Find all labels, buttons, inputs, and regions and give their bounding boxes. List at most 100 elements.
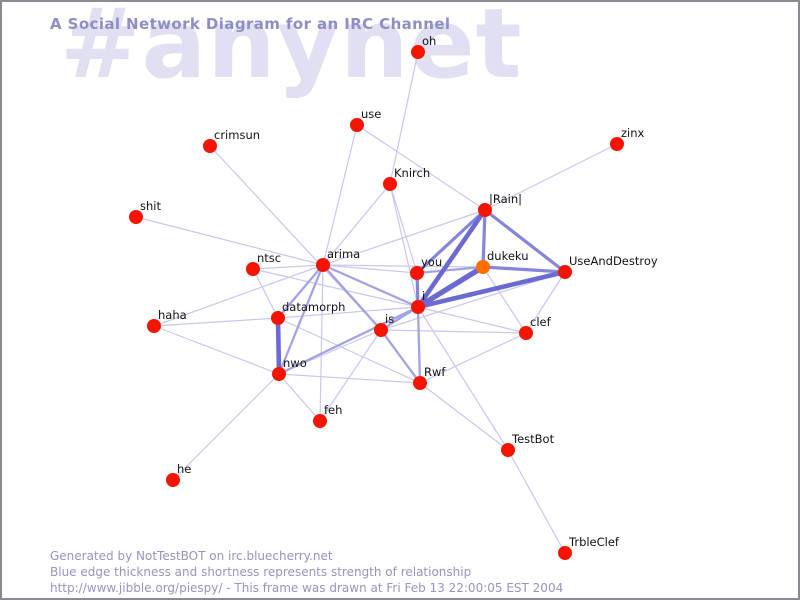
node-label-haha: haha — [158, 308, 187, 322]
node-label-clef: clef — [530, 315, 552, 329]
node-label-dukeku: dukeku — [487, 249, 529, 263]
node-haha — [147, 319, 161, 333]
node-label-uad: UseAndDestroy — [569, 254, 658, 268]
node-testbot — [501, 443, 515, 457]
diagram-title: A Social Network Diagram for an IRC Chan… — [50, 15, 451, 33]
node-use — [350, 118, 364, 132]
footer-url-timestamp: http://www.jibble.org/piespy/ - This fra… — [50, 581, 564, 595]
edge-arima-datamorph — [276, 263, 325, 320]
edge-arima-nwo — [277, 263, 325, 376]
edge-rwf-testbot — [419, 382, 509, 451]
node-label-nwo: nwo — [283, 356, 307, 370]
edge-rain-you — [415, 208, 487, 275]
node-nwo — [272, 367, 286, 381]
edge-oh-knirch — [389, 51, 419, 185]
edge-zinx-rain — [484, 143, 618, 211]
edge-nwo-rwf — [278, 373, 421, 384]
node-label-datamorph: datamorph — [282, 300, 345, 314]
edge-i-clef — [417, 306, 527, 334]
edge-nwo-feh — [278, 373, 321, 422]
edge-haha-nwo — [153, 325, 280, 375]
node-label-ntsc: ntsc — [257, 251, 281, 265]
node-knirch — [383, 177, 397, 191]
footer-legend: Blue edge thickness and shortness repres… — [50, 565, 472, 579]
edge-rain-arima — [322, 209, 486, 266]
node-label-is: is — [385, 312, 394, 326]
node-ntsc — [246, 262, 260, 276]
node-he — [166, 473, 180, 487]
node-label-rain: |Rain| — [489, 192, 522, 206]
node-label-knirch: Knirch — [394, 166, 430, 180]
edge-datamorph-haha — [153, 317, 279, 327]
node-oh — [411, 45, 425, 59]
edge-arima-is — [321, 263, 383, 332]
edge-dukeku-uad — [481, 265, 567, 274]
node-label-shit: shit — [140, 199, 161, 213]
edge-knirch-you — [389, 183, 418, 274]
edge-i-uad — [415, 269, 568, 310]
node-dukeku — [476, 260, 490, 274]
edge-dukeku-clef — [482, 266, 527, 334]
edge-ntsc-arima — [252, 264, 324, 270]
node-rain — [478, 203, 492, 217]
edge-uad-is — [380, 271, 566, 331]
edge-datamorph-nwo — [275, 315, 282, 377]
node-zinx — [610, 137, 624, 151]
edge-ntsc-i — [252, 268, 419, 308]
edge-datamorph-rwf — [277, 317, 421, 384]
node-label-use: use — [361, 107, 381, 121]
edge-arima-haha — [153, 264, 324, 327]
edge-use-rain — [356, 124, 486, 211]
edge-knirch-i — [389, 183, 419, 308]
node-label-feh: feh — [324, 403, 342, 417]
node-label-rwf: Rwf — [424, 365, 446, 379]
edge-is-rwf — [379, 328, 422, 385]
node-datamorph — [271, 311, 285, 325]
node-label-trbleclef: TrbleClef — [568, 535, 620, 549]
edge-is-feh — [319, 329, 382, 422]
edge-dukeku-i — [415, 264, 486, 310]
channel-watermark: #anynet — [60, 0, 523, 100]
node-shit — [129, 210, 143, 224]
node-label-you: you — [421, 255, 442, 269]
edge-ntsc-datamorph — [252, 268, 279, 319]
footer-text: Generated by NotTestBOT on irc.bluecherr… — [50, 548, 563, 596]
edge-rain-i — [415, 207, 488, 310]
node-label-i: i — [422, 289, 425, 303]
edge-is-clef — [380, 329, 527, 334]
node-clef — [519, 326, 533, 340]
edge-rwf-clef — [419, 332, 527, 384]
node-trbleclef — [558, 546, 572, 560]
node-uad — [558, 265, 572, 279]
edge-i-nwo — [277, 305, 420, 376]
node-label-oh: oh — [422, 34, 436, 48]
edge-arima-dukeku — [322, 264, 484, 268]
node-arima — [316, 258, 330, 272]
edge-arima-feh — [319, 264, 324, 422]
node-feh — [313, 414, 327, 428]
node-label-he: he — [177, 462, 191, 476]
edge-knirch-arima — [322, 183, 391, 266]
edge-use-arima — [322, 124, 358, 266]
node-i — [411, 300, 425, 314]
node-is — [374, 323, 388, 337]
edge-uad-clef — [525, 271, 566, 334]
edge-rain-uad — [483, 208, 567, 274]
edge-testbot-trbleclef — [507, 449, 566, 554]
edge-nwo-he — [172, 373, 280, 481]
edge-i-rwf — [416, 305, 422, 385]
node-label-arima: arima — [327, 247, 360, 261]
node-label-zinx: zinx — [621, 126, 645, 140]
node-label-crimsun: crimsun — [214, 128, 260, 142]
edge-arima-i — [321, 263, 420, 309]
node-crimsun — [203, 139, 217, 153]
edge-arima-you — [322, 264, 418, 274]
node-you — [410, 266, 424, 280]
node-rwf — [413, 376, 427, 390]
edge-shit-arima — [135, 216, 324, 266]
footer-generated-by: Generated by NotTestBOT on irc.bluecherr… — [50, 549, 333, 563]
edge-you-dukeku — [415, 265, 485, 275]
node-label-testbot: TestBot — [511, 432, 555, 446]
